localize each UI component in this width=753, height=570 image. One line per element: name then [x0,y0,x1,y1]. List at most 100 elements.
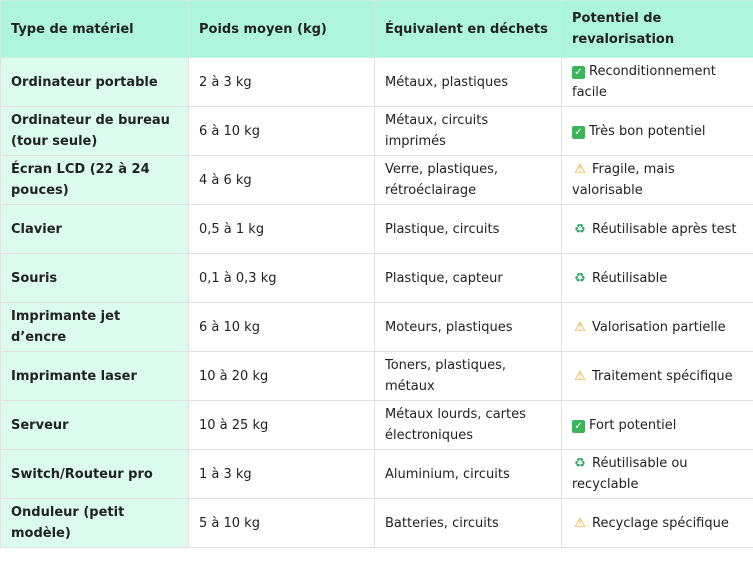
cell-dechets: Aluminium, circuits [374,449,562,499]
type-text: Imprimante jet d’encre [11,309,121,345]
table-row: Switch/Routeur pro 1 à 3 kg Aluminium, c… [0,449,753,499]
cell-potentiel: ⚠ Recyclage spécifique [561,498,753,548]
cell-poids: 10 à 25 kg [188,400,375,450]
cell-potentiel: ⚠ Traitement spécifique [561,351,753,401]
poids-text: 1 à 3 kg [199,466,252,482]
table-row: Onduleur (petit modèle) 5 à 10 kg Batter… [0,498,753,548]
warning-icon: ⚠ [574,162,586,177]
cell-poids: 5 à 10 kg [188,498,375,548]
cell-dechets: Métaux, circuits imprimés [374,106,562,156]
table-row: Clavier 0,5 à 1 kg Plastique, circuits ♻… [0,204,753,254]
header-row: Type de matériel Poids moyen (kg) Équiva… [0,0,753,58]
dechets-text: Métaux lourds, cartes électroniques [385,407,526,443]
cell-dechets: Plastique, capteur [374,253,562,303]
cell-dechets: Métaux, plastiques [374,57,562,107]
cell-type: Onduleur (petit modèle) [0,498,189,548]
poids-text: 6 à 10 kg [199,123,260,139]
cell-potentiel: ✓ Reconditionnement facile [561,57,753,107]
cell-poids: 10 à 20 kg [188,351,375,401]
cell-dechets: Moteurs, plastiques [374,302,562,352]
potentiel-text: Traitement spécifique [592,368,733,384]
cell-poids: 0,5 à 1 kg [188,204,375,254]
type-text: Imprimante laser [11,368,137,384]
cell-poids: 0,1 à 0,3 kg [188,253,375,303]
table-row: Serveur 10 à 25 kg Métaux lourds, cartes… [0,400,753,450]
poids-text: 4 à 6 kg [199,172,252,188]
cell-potentiel: ♻ Réutilisable ou recyclable [561,449,753,499]
cell-dechets: Batteries, circuits [374,498,562,548]
cell-type: Ordinateur de bureau (tour seule) [0,106,189,156]
cell-potentiel: ⚠ Valorisation partielle [561,302,753,352]
poids-text: 10 à 20 kg [199,368,269,384]
potentiel-text: Fragile, mais valorisable [572,162,675,198]
type-text: Clavier [11,221,62,237]
type-text: Switch/Routeur pro [11,466,153,482]
table-row: Souris 0,1 à 0,3 kg Plastique, capteur ♻… [0,253,753,303]
cell-potentiel: ⚠ Fragile, mais valorisable [561,155,753,205]
equipment-table: Type de matériel Poids moyen (kg) Équiva… [0,0,753,548]
potentiel-text: Fort potentiel [589,417,677,433]
potentiel-text: Reconditionnement facile [572,64,716,100]
check-icon: ✓ [572,419,585,433]
table-row: Ordinateur de bureau (tour seule) 6 à 10… [0,106,753,156]
potentiel-text: Valorisation partielle [592,319,726,335]
cell-dechets: Métaux lourds, cartes électroniques [374,400,562,450]
type-text: Serveur [11,417,69,433]
dechets-text: Moteurs, plastiques [385,319,513,335]
cell-poids: 1 à 3 kg [188,449,375,499]
cell-type: Imprimante laser [0,351,189,401]
table-row: Ordinateur portable 2 à 3 kg Métaux, pla… [0,57,753,107]
type-text: Souris [11,270,58,286]
cell-potentiel: ✓ Très bon potentiel [561,106,753,156]
type-text: Ordinateur portable [11,74,158,90]
poids-text: 10 à 25 kg [199,417,269,433]
poids-text: 6 à 10 kg [199,319,260,335]
header-potentiel: Potentiel de revalorisation [561,0,753,58]
cell-poids: 6 à 10 kg [188,302,375,352]
cell-dechets: Verre, plastiques, rétroéclairage [374,155,562,205]
cell-dechets: Toners, plastiques, métaux [374,351,562,401]
cell-type: Clavier [0,204,189,254]
potentiel-text: Très bon potentiel [589,123,706,139]
cell-poids: 6 à 10 kg [188,106,375,156]
poids-text: 5 à 10 kg [199,515,260,531]
potentiel-text: Réutilisable après test [592,221,737,237]
cell-dechets: Plastique, circuits [374,204,562,254]
dechets-text: Plastique, circuits [385,221,500,237]
dechets-text: Verre, plastiques, rétroéclairage [385,162,499,198]
recycle-icon: ♻ [574,270,586,286]
cell-poids: 4 à 6 kg [188,155,375,205]
cell-type: Imprimante jet d’encre [0,302,189,352]
warning-icon: ⚠ [574,319,586,335]
type-text: Onduleur (petit modèle) [11,505,125,541]
header-dechets: Équivalent en déchets [374,0,562,58]
cell-type: Ordinateur portable [0,57,189,107]
poids-text: 0,5 à 1 kg [199,221,265,237]
type-text: Ordinateur de bureau (tour seule) [11,113,170,149]
recycle-icon: ♻ [574,456,586,471]
recycle-icon: ♻ [574,221,586,237]
dechets-text: Aluminium, circuits [385,466,510,482]
cell-potentiel: ♻ Réutilisable [561,253,753,303]
header-poids: Poids moyen (kg) [188,0,375,58]
cell-potentiel: ✓ Fort potentiel [561,400,753,450]
check-icon: ✓ [572,66,585,79]
dechets-text: Batteries, circuits [385,515,499,531]
table-row: Écran LCD (22 à 24 pouces) 4 à 6 kg Verr… [0,155,753,205]
cell-poids: 2 à 3 kg [188,57,375,107]
potentiel-text: Réutilisable ou recyclable [572,456,688,492]
cell-type: Switch/Routeur pro [0,449,189,499]
poids-text: 2 à 3 kg [199,74,252,90]
dechets-text: Toners, plastiques, métaux [385,358,507,394]
check-icon: ✓ [572,125,585,139]
dechets-text: Plastique, capteur [385,270,503,286]
cell-type: Serveur [0,400,189,450]
table-row: Imprimante laser 10 à 20 kg Toners, plas… [0,351,753,401]
header-type: Type de matériel [0,0,189,58]
dechets-text: Métaux, circuits imprimés [385,113,489,149]
warning-icon: ⚠ [574,368,586,384]
cell-type: Souris [0,253,189,303]
table-row: Imprimante jet d’encre 6 à 10 kg Moteurs… [0,302,753,352]
poids-text: 0,1 à 0,3 kg [199,270,277,286]
potentiel-text: Recyclage spécifique [592,515,729,531]
